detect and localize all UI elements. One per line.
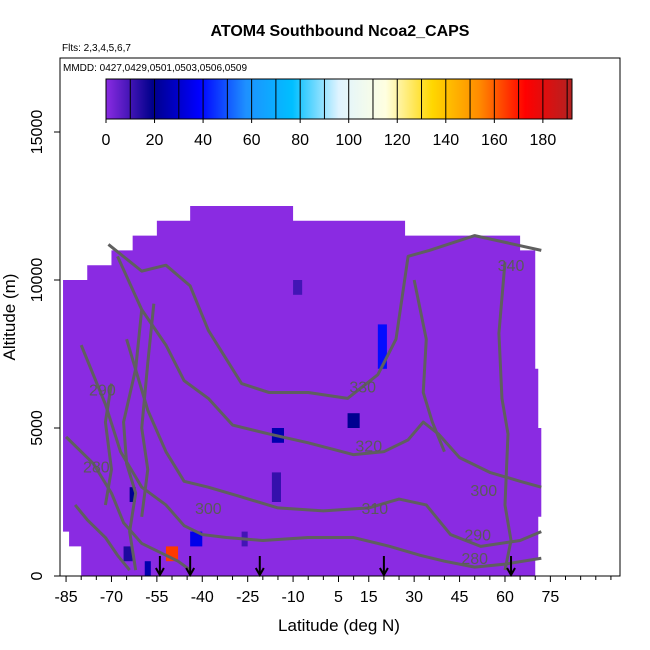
contour-line xyxy=(122,309,144,571)
colorbar-tick-label: 180 xyxy=(530,132,557,149)
colorbar-bar xyxy=(105,78,573,120)
colorbar-tick-label: 20 xyxy=(146,132,164,149)
arrow-head xyxy=(155,567,165,578)
x-tick-label: 60 xyxy=(496,589,514,606)
x-tick-label: 45 xyxy=(451,589,469,606)
y-axis-label: Altitude (m) xyxy=(0,274,19,361)
x-tick-label: 30 xyxy=(405,589,423,606)
x-tick-label: -85 xyxy=(54,589,77,606)
y-tick-label: 15000 xyxy=(29,110,46,155)
contour-line xyxy=(103,383,113,506)
colorbar: 0 20 40 60 80 100 120 140 160 180 xyxy=(102,78,573,149)
contour-line xyxy=(412,279,446,453)
x-axis: -85 -70 -55 -40 -25 -10 5 15 30 45 60 75 xyxy=(54,576,612,606)
colorbar-tick-label: 100 xyxy=(335,132,362,149)
x-tick-label: -25 xyxy=(236,589,259,606)
flights-subtitle: Flts: 2,3,4,5,6,7 xyxy=(62,43,131,54)
x-tick-label: 15 xyxy=(360,589,378,606)
x-tick-label: 75 xyxy=(541,589,559,606)
arrow-head xyxy=(506,567,516,578)
colorbar-tick-label: 120 xyxy=(384,132,411,149)
data-cell xyxy=(271,472,281,502)
contour-label: 290 xyxy=(464,527,491,544)
contour-label: 300 xyxy=(470,483,497,500)
data-cell xyxy=(190,531,203,547)
y-tick-label: 0 xyxy=(29,571,46,580)
data-cell xyxy=(123,546,133,562)
colorbar-tick-label: 80 xyxy=(291,132,309,149)
colorbar-tick-label: 0 xyxy=(102,132,111,149)
flight-marker-arrow xyxy=(185,556,196,578)
contour-line xyxy=(107,234,542,400)
flight-marker-arrow xyxy=(379,556,389,578)
x-tick-label: -70 xyxy=(100,589,123,606)
x-axis-label: Latitude (deg N) xyxy=(278,616,400,635)
data-cell xyxy=(377,324,387,369)
contour-label: 300 xyxy=(195,501,222,518)
chart-title: ATOM4 Southbound Ncoa2_CAPS xyxy=(211,23,470,40)
colorbar-tick-label: 40 xyxy=(194,132,212,149)
dates-subtitle: MMDD: 0427,0429,0501,0503,0506,0509 xyxy=(63,63,247,74)
arrow-head xyxy=(379,567,389,578)
colorbar-tick-label: 60 xyxy=(243,132,261,149)
contour-line xyxy=(125,338,542,548)
flight-marker-arrow xyxy=(254,556,265,578)
y-tick-label: 10000 xyxy=(29,258,46,303)
x-tick-label: 5 xyxy=(334,589,343,606)
x-tick-label: -55 xyxy=(145,589,168,606)
contour-line xyxy=(497,262,513,571)
y-tick-label: 5000 xyxy=(29,410,46,446)
contour-lines xyxy=(65,234,542,572)
x-tick-label: -40 xyxy=(191,589,214,606)
contour-line xyxy=(140,303,156,517)
data-cell xyxy=(293,280,303,295)
flight-marker-arrow xyxy=(506,556,516,578)
colorbar-tick-label: 160 xyxy=(481,132,508,149)
y-axis: 0 5000 10000 15000 xyxy=(29,110,60,580)
contour-label: 330 xyxy=(349,379,376,396)
contour-line xyxy=(73,504,131,572)
data-cell xyxy=(144,561,151,576)
contour-label: 320 xyxy=(355,439,382,456)
flight-marker-arrow xyxy=(155,556,165,578)
data-cell xyxy=(129,487,136,502)
plot-area: 340 330 320 310 300 300 290 290 280 280 xyxy=(63,206,542,578)
arrow-head xyxy=(185,567,196,578)
contour-label: 290 xyxy=(89,382,116,399)
contour-label: 280 xyxy=(83,459,110,476)
arrow-head xyxy=(254,567,265,578)
plot-frame xyxy=(59,57,621,577)
contour-line xyxy=(116,255,542,489)
contour-line xyxy=(65,435,192,572)
contour-label: 310 xyxy=(361,501,388,518)
contour-label: 280 xyxy=(461,551,488,568)
colorbar-tick-label: 140 xyxy=(432,132,459,149)
data-cell xyxy=(347,413,360,428)
contour-label: 340 xyxy=(498,258,525,275)
contour-line xyxy=(79,344,542,569)
x-tick-label: -10 xyxy=(282,589,305,606)
